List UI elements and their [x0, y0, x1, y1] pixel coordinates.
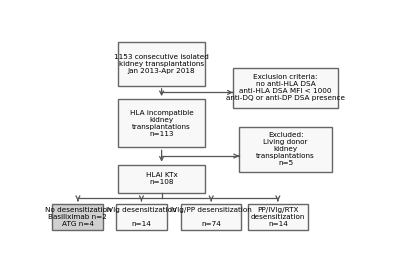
FancyBboxPatch shape: [116, 204, 167, 230]
Text: Exclusion criteria:
no anti-HLA DSA
anti-HLA DSA MFI < 1000
anti-DQ or anti-DP D: Exclusion criteria: no anti-HLA DSA anti…: [226, 74, 345, 101]
FancyBboxPatch shape: [248, 204, 308, 230]
FancyBboxPatch shape: [118, 42, 205, 86]
Text: No desensitization
Basiliximab n=2
ATG n=4: No desensitization Basiliximab n=2 ATG n…: [45, 207, 111, 227]
Text: HLAi KTx
n=108: HLAi KTx n=108: [146, 172, 178, 185]
FancyBboxPatch shape: [239, 127, 332, 172]
FancyBboxPatch shape: [118, 165, 205, 193]
FancyBboxPatch shape: [52, 204, 104, 230]
Text: Excluded:
Living donor
kidney
transplantations
n=5: Excluded: Living donor kidney transplant…: [256, 133, 315, 166]
FancyBboxPatch shape: [181, 204, 242, 230]
Text: IVIg/PP desensitization

n=74: IVIg/PP desensitization n=74: [170, 207, 252, 227]
FancyBboxPatch shape: [118, 99, 205, 148]
Text: 1153 consecutive isolated
kidney transplantations
Jan 2013-Apr 2018: 1153 consecutive isolated kidney transpl…: [114, 54, 209, 74]
Text: PP/IVIg/RTX
desensitization
n=14: PP/IVIg/RTX desensitization n=14: [251, 207, 305, 227]
Text: HLA incompatible
kidney
transplantations
n=113: HLA incompatible kidney transplantations…: [130, 110, 194, 137]
Text: IVIg desensitization

n=14: IVIg desensitization n=14: [106, 207, 177, 227]
FancyBboxPatch shape: [233, 68, 338, 108]
